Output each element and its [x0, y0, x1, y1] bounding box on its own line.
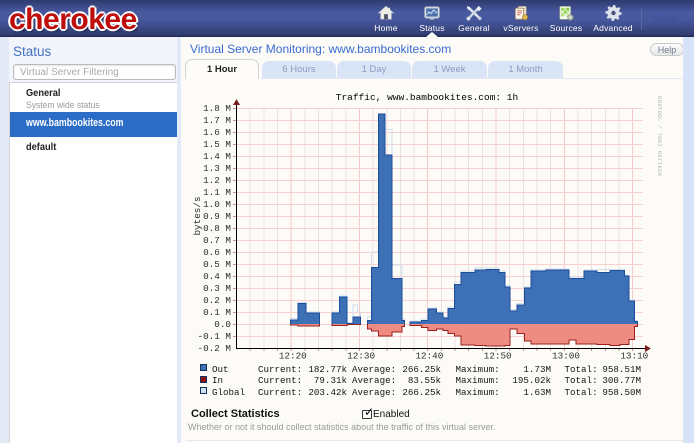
svg-text:0.7 M: 0.7 M [203, 235, 231, 246]
svg-text:1.2 M: 1.2 M [203, 175, 231, 186]
svg-text:0.5 M: 0.5 M [203, 259, 231, 270]
svg-text:13:10: 13:10 [620, 351, 648, 361]
svg-text:1.3 M: 1.3 M [203, 163, 231, 174]
svg-text:0.3 M: 0.3 M [203, 283, 231, 294]
svg-text:1.8 M: 1.8 M [203, 103, 231, 114]
svg-text:1.7 M: 1.7 M [203, 115, 231, 126]
svg-text:12:50: 12:50 [484, 351, 512, 361]
svg-text:12:30: 12:30 [347, 351, 375, 361]
svg-text:1.4 M: 1.4 M [203, 151, 231, 162]
svg-text:12:40: 12:40 [415, 351, 443, 361]
svg-text:0.8 M: 0.8 M [203, 223, 231, 234]
svg-text:1.1 M: 1.1 M [203, 187, 231, 198]
svg-text:0.0: 0.0 [214, 319, 231, 330]
svg-text:0.2 M: 0.2 M [203, 295, 231, 306]
svg-text:bytes/s: bytes/s [192, 196, 203, 235]
svg-text:RRDTOOL / TOBI OETIKER: RRDTOOL / TOBI OETIKER [656, 96, 663, 177]
svg-text:1.6 M: 1.6 M [203, 127, 231, 138]
svg-text:0.6 M: 0.6 M [203, 247, 231, 258]
svg-text:13:00: 13:00 [552, 351, 580, 361]
svg-text:-0.2 M: -0.2 M [198, 343, 231, 354]
svg-text:12:20: 12:20 [279, 351, 307, 361]
svg-text:0.4 M: 0.4 M [203, 271, 231, 282]
svg-text:0.9 M: 0.9 M [203, 211, 231, 222]
svg-text:-0.1 M: -0.1 M [198, 331, 231, 342]
svg-text:1.0 M: 1.0 M [203, 199, 231, 210]
svg-text:Traffic, www.bambookites.com:: Traffic, www.bambookites.com: 1h [336, 92, 518, 103]
svg-text:0.1 M: 0.1 M [203, 307, 231, 318]
svg-text:1.5 M: 1.5 M [203, 139, 231, 150]
